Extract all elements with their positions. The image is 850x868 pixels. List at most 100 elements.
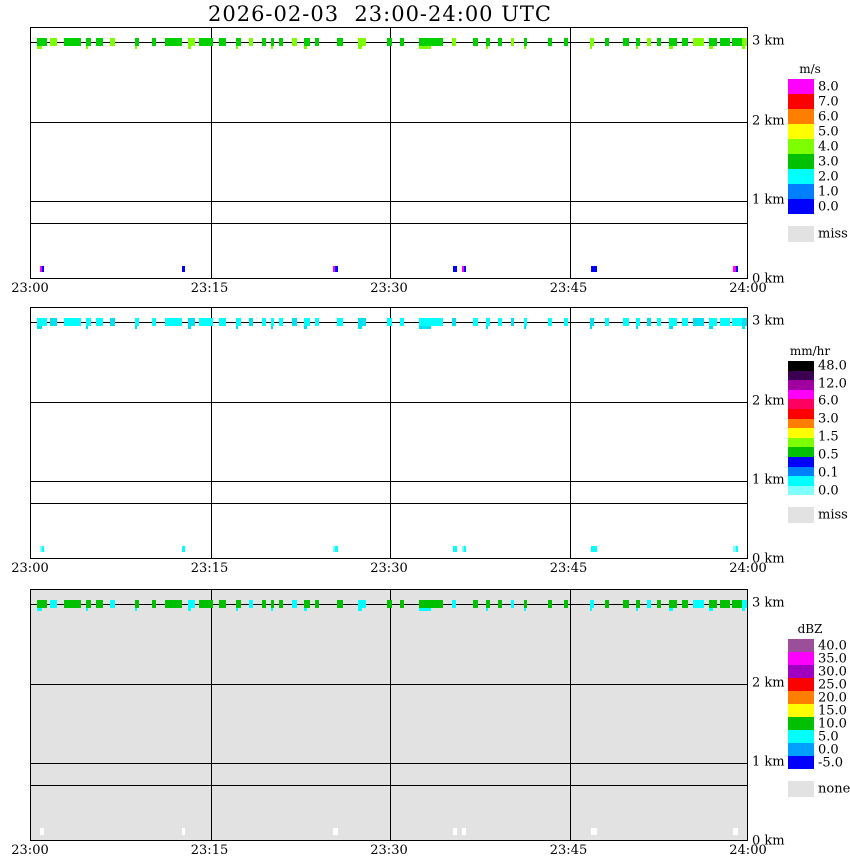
axis-title-reflectivity: Reflectivity — [0, 592, 69, 842]
legend-missing-label: none — [818, 781, 850, 797]
panel-background-reflectivity — [31, 590, 747, 840]
echo-mark — [486, 318, 490, 326]
echo-mark — [635, 326, 638, 329]
echo-mark — [741, 326, 746, 329]
legend-level-label: 20.0 — [818, 690, 847, 705]
echo-mark — [36, 600, 47, 608]
ground-clutter-mark — [181, 266, 185, 272]
echo-mark — [358, 46, 363, 49]
gridline-horizontal — [31, 481, 747, 482]
legend-level-label: 5.0 — [818, 729, 839, 744]
x-axis-tick-label: 23:30 — [370, 561, 408, 576]
echo-mark — [135, 318, 140, 326]
x-axis-tick-label: 23:45 — [549, 843, 588, 858]
echo-mark — [387, 38, 393, 46]
echo-mark — [109, 600, 115, 608]
x-axis-tick-label: 23:30 — [370, 843, 408, 858]
legend-color-band — [788, 389, 814, 400]
echo-mark — [486, 600, 490, 608]
legend-color-band — [788, 199, 814, 214]
legend-missing-label: miss — [818, 226, 848, 242]
ground-clutter-mark — [332, 546, 339, 552]
legend-color-band — [788, 485, 814, 496]
echo-mark — [336, 38, 344, 46]
echo-mark — [418, 600, 444, 608]
echo-mark — [473, 600, 478, 608]
echo-mark — [681, 600, 688, 608]
legend-level-label: 6.0 — [818, 393, 839, 409]
echo-mark — [547, 318, 552, 326]
echo-mark — [400, 600, 405, 608]
echo-mark — [135, 326, 138, 329]
y-axis-tick-label: 1 km — [752, 472, 785, 488]
echo-mark — [187, 318, 195, 326]
legend-color-band — [788, 408, 814, 419]
y-axis-tick-label: 2 km — [752, 113, 785, 128]
echo-mark — [85, 38, 92, 46]
echo-mark — [270, 600, 275, 608]
legend-color-band — [788, 466, 814, 477]
legend-level-label: 1.0 — [818, 184, 839, 199]
legend-level-label: 5.0 — [818, 124, 839, 139]
echo-mark — [236, 38, 241, 46]
echo-mark — [95, 318, 103, 326]
echo-mark — [135, 46, 138, 49]
ground-clutter-mark — [332, 266, 339, 272]
ground-clutter-mark — [461, 828, 467, 835]
echo-mark — [135, 600, 140, 608]
legend-color-band — [788, 109, 814, 124]
ground-clutter-mark — [733, 828, 739, 835]
legend-color-band — [788, 370, 814, 381]
x-axis-tick-label: 23:00 — [11, 561, 49, 576]
echo-mark — [109, 38, 115, 46]
ground-clutter-mark — [453, 828, 457, 835]
echo-mark — [109, 318, 115, 326]
echo-mark — [303, 38, 311, 46]
echo-mark — [635, 608, 638, 611]
echo-mark — [692, 600, 705, 608]
echo-mark — [589, 46, 592, 49]
axis-title-rain-intensity: Rain Intensity — [0, 310, 83, 560]
echo-mark — [85, 46, 89, 49]
gridline-horizontal — [31, 785, 747, 786]
echo-mark — [135, 38, 140, 46]
echo-mark — [164, 318, 182, 326]
legend-color-band — [788, 476, 814, 486]
echo-mark — [49, 600, 57, 608]
legend-missing-swatch — [788, 226, 814, 242]
legend-level-label: 1.5 — [818, 429, 839, 445]
gridline-horizontal — [31, 223, 747, 224]
echo-mark — [523, 600, 528, 608]
echo-mark — [708, 600, 718, 608]
echo-mark — [497, 600, 502, 608]
ground-clutter-mark — [461, 266, 467, 272]
legend-level-label: 0.0 — [818, 742, 839, 757]
legend-color-band — [788, 154, 814, 169]
legend-level-label: 35.0 — [818, 651, 847, 666]
echo-mark — [85, 600, 92, 608]
panel-frame-rain-intensity — [30, 307, 748, 559]
legend-level-label: 3.0 — [818, 154, 839, 169]
echo-mark — [635, 46, 638, 49]
x-axis-tick-label: 23:45 — [549, 281, 588, 296]
legend-level-label: -5.0 — [818, 755, 844, 770]
echo-mark — [64, 318, 82, 326]
echo-mark — [589, 608, 592, 611]
echo-mark — [151, 600, 156, 608]
ground-clutter-mark — [453, 266, 457, 272]
echo-mark — [292, 600, 298, 608]
echo-mark — [187, 608, 192, 611]
echo-mark — [668, 38, 678, 46]
echo-mark — [358, 608, 363, 611]
ground-clutter-mark — [735, 546, 739, 552]
gridline-vertical — [211, 590, 212, 840]
legend-missing-label: miss — [818, 507, 848, 523]
ground-clutter-mark — [181, 828, 185, 835]
legend-level-label: 48.0 — [818, 358, 847, 374]
legend-color-band — [788, 428, 814, 438]
echo-mark — [64, 600, 82, 608]
ground-clutter-mark — [39, 546, 44, 552]
echo-mark — [418, 38, 444, 46]
legend-color-band — [788, 447, 814, 457]
legend-level-label: 2.0 — [818, 169, 839, 184]
